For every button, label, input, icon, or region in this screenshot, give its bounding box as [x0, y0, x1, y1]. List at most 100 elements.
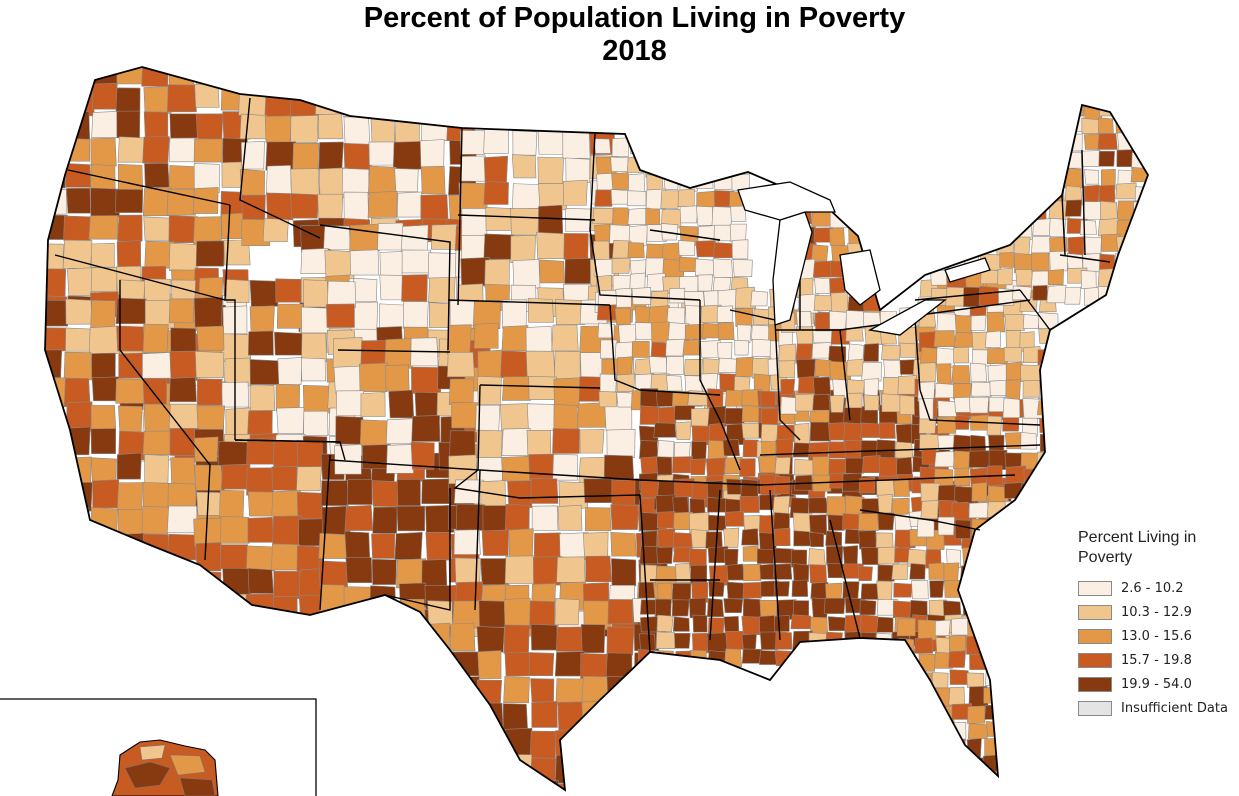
county — [898, 703, 916, 719]
county — [401, 249, 431, 274]
county — [927, 184, 944, 202]
county — [410, 441, 435, 470]
county — [995, 220, 1015, 240]
county — [656, 456, 673, 476]
county — [1020, 432, 1038, 450]
county — [948, 218, 968, 238]
county — [981, 219, 999, 235]
county — [377, 222, 405, 251]
county — [691, 441, 707, 460]
county — [915, 739, 934, 757]
county — [1014, 134, 1033, 155]
county — [422, 703, 451, 730]
county — [551, 324, 579, 352]
county — [271, 466, 298, 491]
county — [651, 321, 670, 343]
county — [734, 340, 750, 356]
county — [460, 155, 487, 182]
county — [708, 423, 727, 442]
county — [420, 117, 452, 141]
county — [45, 110, 66, 134]
county — [648, 305, 670, 324]
county — [907, 548, 927, 567]
county — [657, 528, 676, 548]
county — [424, 648, 455, 676]
county — [538, 204, 564, 236]
county — [1032, 285, 1048, 301]
county — [349, 223, 380, 252]
county — [773, 527, 791, 547]
county — [249, 384, 276, 411]
county — [167, 505, 198, 534]
county — [593, 138, 612, 154]
county — [193, 436, 219, 462]
county — [814, 358, 832, 377]
county — [594, 189, 613, 207]
county — [823, 598, 846, 614]
county — [913, 755, 935, 775]
legend-swatch — [1078, 605, 1112, 620]
county — [503, 676, 530, 704]
county — [45, 299, 69, 327]
county — [63, 507, 91, 538]
county — [296, 439, 323, 469]
county — [501, 783, 527, 790]
county — [599, 373, 617, 393]
county — [528, 652, 555, 677]
county — [397, 782, 426, 790]
county — [899, 342, 918, 358]
county — [249, 359, 280, 385]
county — [934, 450, 955, 468]
county — [45, 137, 65, 167]
county — [731, 239, 749, 260]
county — [143, 403, 174, 434]
county — [996, 632, 1016, 654]
county — [944, 201, 965, 222]
county — [502, 703, 529, 732]
county — [45, 531, 69, 561]
county — [968, 396, 989, 414]
county — [168, 215, 198, 243]
county — [996, 152, 1017, 168]
county — [671, 599, 690, 617]
county — [193, 138, 223, 163]
county — [1100, 169, 1116, 190]
county — [90, 137, 117, 167]
legend-item: 10.3 - 12.9 — [1078, 602, 1238, 623]
county — [115, 87, 141, 114]
county — [930, 149, 950, 166]
county — [557, 504, 583, 531]
county — [360, 340, 387, 365]
county — [739, 458, 756, 477]
county — [719, 373, 736, 393]
county — [241, 141, 265, 170]
county — [527, 298, 554, 323]
county — [962, 202, 982, 221]
county — [193, 296, 223, 328]
county — [447, 351, 475, 378]
county — [460, 130, 486, 155]
county — [399, 702, 426, 730]
county — [863, 378, 880, 398]
county — [860, 422, 882, 438]
county — [531, 701, 558, 728]
county — [142, 324, 169, 353]
county — [477, 376, 502, 405]
county — [271, 543, 300, 571]
county — [371, 611, 402, 639]
county — [858, 530, 877, 550]
county — [948, 754, 966, 775]
county — [703, 290, 720, 307]
county — [729, 223, 747, 243]
county — [962, 218, 980, 236]
county — [812, 456, 830, 477]
county — [933, 330, 956, 347]
county — [750, 290, 768, 307]
county — [736, 324, 752, 344]
county — [605, 652, 633, 681]
county — [875, 532, 894, 548]
county — [327, 280, 357, 308]
county — [707, 497, 729, 513]
county — [913, 637, 933, 654]
county — [45, 508, 66, 534]
